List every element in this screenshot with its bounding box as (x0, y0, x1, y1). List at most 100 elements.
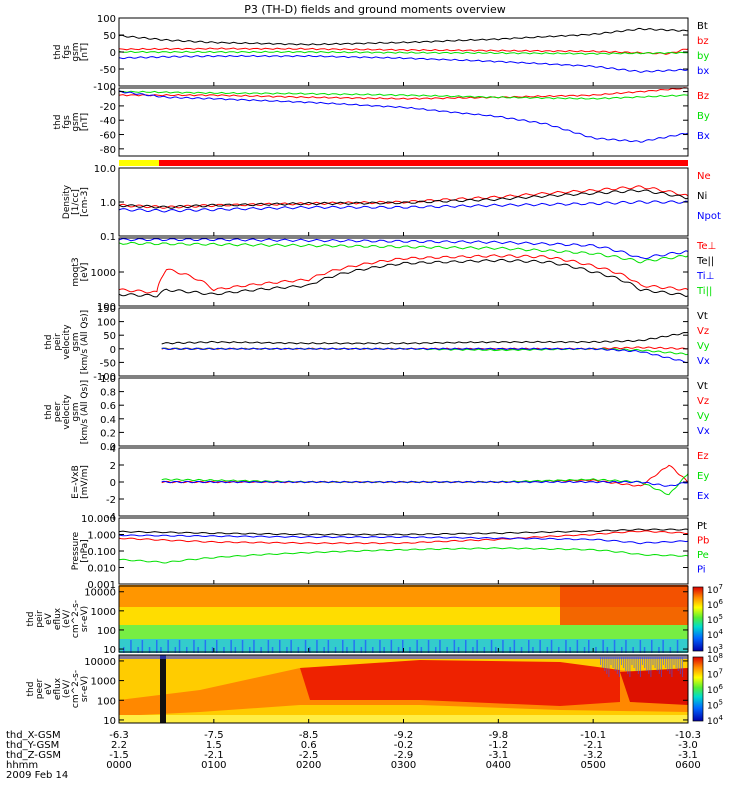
peir-noise (123, 640, 679, 653)
y-tick-label: 0.8 (100, 388, 116, 399)
y-axis-label: thd (53, 115, 63, 130)
legend-bz: bz (697, 36, 709, 47)
series-bx-line (118, 54, 689, 73)
peir-mid-band (119, 607, 688, 625)
legend-Te⊥: Te⊥ (696, 241, 716, 252)
peer-stripe (650, 657, 652, 677)
peir-stripe (569, 647, 571, 653)
peer-stripe (639, 657, 641, 677)
peir-stripe (234, 647, 237, 653)
y-axis-label: [eV] (80, 263, 90, 282)
y-axis-label: peir (35, 610, 45, 628)
y-axis-label: [1/cc] (71, 189, 81, 215)
panels (118, 27, 689, 564)
peir-stripe (446, 647, 448, 653)
series-Npot-line (118, 200, 689, 213)
status-bar-yellow (119, 160, 159, 166)
series-Ne-line (118, 185, 689, 209)
peir-stripe (483, 647, 486, 653)
y-axis-label: thd (26, 682, 36, 697)
peir-stripe (602, 640, 604, 653)
peir-spectrogram (119, 585, 688, 653)
peir-stripe (372, 647, 374, 653)
peir-stripe (651, 640, 653, 653)
y-tick-label: 1000 (91, 607, 116, 618)
y-tick-label: 10000 (84, 657, 116, 668)
y-tick-label: 0 (110, 88, 116, 99)
peir-stripe (353, 640, 355, 653)
y-axis-label: gsm (71, 402, 81, 421)
x-axis-value: -3.1 (489, 750, 509, 761)
peir-stripe (342, 640, 344, 653)
y-tick-label: 0.100 (87, 547, 116, 558)
y-tick-label: 0.001 (87, 580, 116, 591)
peer-stripe (652, 657, 654, 665)
x-axis: thd_X-GSM -6.3 -7.5 -8.5 -9.2 -9.8 -10.1 -10.3 t… (6, 730, 701, 781)
series-Ey-line (161, 473, 689, 496)
series-Pi-line (118, 534, 689, 545)
x-axis-value: -2.1 (204, 750, 224, 761)
y-axis-label: Pressure (71, 531, 81, 570)
peir-stripe (334, 647, 337, 653)
colorbar-peer: 108 107 106 105 104 (692, 652, 723, 727)
y-axis-label: cm^2-s- (71, 600, 81, 638)
peer-stripe (654, 657, 656, 668)
peir-stripe (130, 640, 132, 653)
y-tick-label: -50 (100, 358, 116, 369)
x-axis-value: -3.1 (678, 750, 698, 761)
peer-stripe (677, 657, 679, 671)
peir-stripe (316, 640, 318, 653)
y-axis-label: gsm (71, 42, 81, 61)
y-axis-label: thd (26, 612, 36, 627)
peir-stripe (528, 640, 530, 653)
colorbar-label: 104 (707, 628, 723, 641)
legend-Vt: Vt (697, 381, 708, 392)
series-Ni-line (118, 189, 689, 209)
y-tick-label: -40 (100, 116, 116, 127)
peir-stripe (279, 640, 281, 653)
legend-Vt: Vt (697, 311, 708, 322)
peer-stripe (667, 657, 669, 671)
x-axis-value: 0200 (296, 760, 321, 771)
peir-high-energy-band (119, 585, 688, 607)
peer-stripe (612, 657, 614, 668)
x-axis-value: -2.9 (394, 750, 414, 761)
peir-stripe (662, 640, 664, 653)
colorbar-label: 103 (707, 643, 723, 656)
chart-title: P3 (TH-D) fields and ground moments over… (244, 3, 506, 16)
y-tick-label: 50 (103, 31, 116, 42)
peir-stripe (532, 647, 534, 653)
y-tick-label: -60 (100, 131, 116, 142)
peir-stripe (290, 640, 292, 653)
y-tick-label: 10 (103, 645, 116, 656)
y-axis-label: [cm-3] (80, 187, 90, 217)
y-tick-label: 0.1 (100, 232, 116, 243)
y-tick-label: 10 (103, 716, 116, 727)
legend-Vy: Vy (697, 341, 710, 352)
peir-stripe (576, 640, 579, 653)
peir-stripe (297, 647, 300, 653)
peir-stripe (383, 647, 385, 653)
legend-Pt: Pt (697, 521, 707, 532)
x-axis-value: 0100 (201, 760, 226, 771)
peer-stripe (660, 657, 662, 677)
peir-stripe (323, 647, 325, 653)
y-axis-label: sr-eV) (80, 676, 90, 702)
y-tick-label: 150 (97, 304, 116, 315)
y-tick-label: -100 (93, 82, 116, 93)
peir-stripe (465, 640, 467, 653)
peir-stripe (613, 640, 616, 653)
peer-stripe (671, 657, 673, 677)
peir-stripe (304, 640, 307, 653)
y-axis-label: gsm (71, 332, 81, 351)
peir-stripe (327, 640, 330, 653)
y-tick-label: -50 (100, 65, 116, 76)
x-axis-value: 0.6 (301, 740, 317, 751)
series-by-line (118, 50, 688, 55)
peir-stripe (249, 647, 251, 653)
y-tick-label: 0.6 (100, 401, 116, 412)
legend-Te||: Te|| (696, 256, 714, 267)
peir-stripe (453, 640, 456, 653)
y-axis-label: [nT] (80, 43, 90, 61)
